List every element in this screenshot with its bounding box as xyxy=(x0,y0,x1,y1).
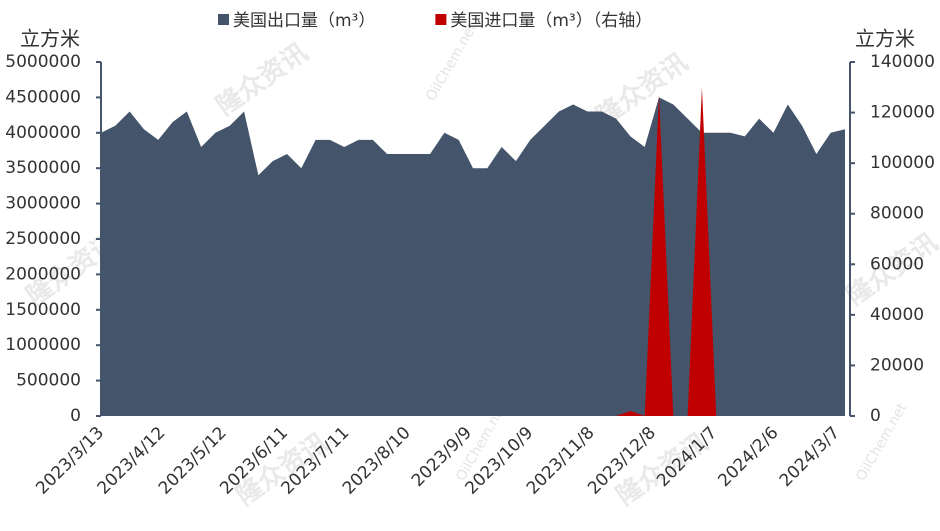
watermark: OilChem.net xyxy=(423,20,481,104)
y2-tick-label: 20000 xyxy=(870,355,924,375)
y-tick-label: 3500000 xyxy=(5,158,81,178)
y-tick-label: 1500000 xyxy=(5,300,81,320)
y2-tick-label: 0 xyxy=(870,406,881,426)
y2-tick-label: 140000 xyxy=(870,52,935,72)
legend-label: 美国出口量（m³） xyxy=(233,11,375,31)
y2-tick-label: 60000 xyxy=(870,254,924,274)
watermark: 隆众资讯 xyxy=(211,38,313,122)
y-tick-label: 1000000 xyxy=(5,335,81,355)
area xyxy=(101,87,845,417)
y2-tick-label: 100000 xyxy=(870,153,935,173)
x-tick-label: 2024/2/6 xyxy=(714,423,782,491)
y-tick-label: 5000000 xyxy=(5,52,81,72)
y2-tick-label: 40000 xyxy=(870,305,924,325)
x-tick-label: 2024/3/7 xyxy=(776,423,844,491)
y2-axis-title: 立方米 xyxy=(855,27,915,51)
y-tick-label: 4000000 xyxy=(5,123,81,143)
y-tick-label: 4500000 xyxy=(5,87,81,107)
y-axis-title: 立方米 xyxy=(20,27,80,51)
y-tick-label: 2500000 xyxy=(5,229,81,249)
watermark: OilChem.net xyxy=(853,400,911,484)
y2-tick-label: 80000 xyxy=(870,204,924,224)
y2-tick-label: 120000 xyxy=(870,103,935,123)
y-tick-label: 0 xyxy=(70,406,81,426)
legend-swatch xyxy=(218,14,229,25)
y-tick-label: 500000 xyxy=(16,371,81,391)
y-tick-label: 2000000 xyxy=(5,264,81,284)
y-tick-label: 3000000 xyxy=(5,194,81,214)
legend-swatch xyxy=(435,14,447,25)
area xyxy=(101,97,845,417)
legend-label: 美国进口量（m³）（右轴） xyxy=(450,11,652,31)
